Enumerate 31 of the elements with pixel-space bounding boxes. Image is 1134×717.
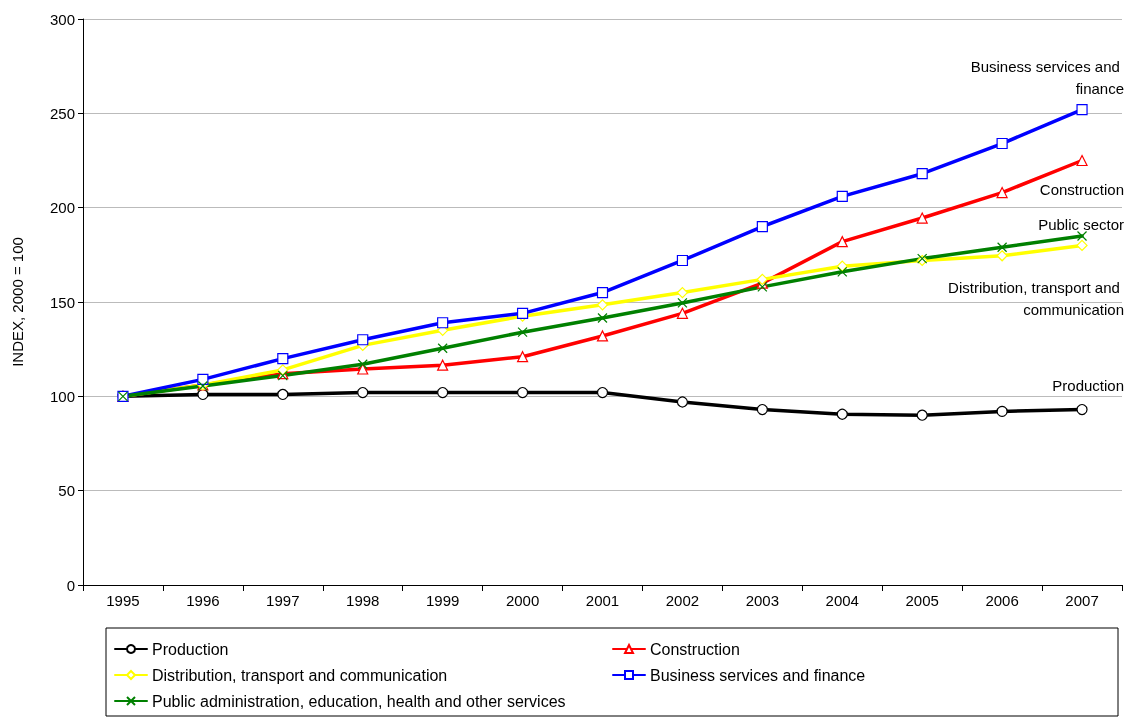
y-tick-label: 100 bbox=[49, 387, 75, 405]
y-tick-label: 200 bbox=[49, 199, 75, 217]
x-tick-label: 2007 bbox=[1065, 592, 1099, 609]
y-axis-title: INDEX, 2000 = 100 bbox=[9, 237, 26, 367]
x-tick-label: 2003 bbox=[745, 592, 780, 609]
x-tick-label: 1996 bbox=[186, 592, 220, 609]
y-tick-label: 250 bbox=[49, 104, 75, 122]
x-tick-label: 2006 bbox=[985, 592, 1019, 609]
annotation: Production bbox=[1052, 377, 1125, 395]
legend-label: Construction bbox=[650, 640, 740, 658]
legend-label: Distribution, transport and communication bbox=[152, 666, 448, 684]
legend-label: Production bbox=[152, 640, 229, 658]
annotation: Public sector bbox=[1038, 216, 1125, 234]
x-tick-label: 1997 bbox=[266, 592, 300, 609]
annotation: Distribution, transport and communication bbox=[948, 278, 1125, 318]
legend-label: Business services and finance bbox=[650, 666, 866, 684]
annotation: Business services and finance bbox=[970, 58, 1125, 98]
x-tick-label: 2005 bbox=[905, 592, 939, 609]
x-tick-label: 1998 bbox=[346, 592, 380, 609]
x-tick-label: 1999 bbox=[425, 592, 460, 609]
y-tick-label: 50 bbox=[58, 482, 75, 500]
y-tick-label: 150 bbox=[49, 293, 75, 311]
y-tick-label: 0 bbox=[66, 576, 75, 594]
legend-label: Public administration, education, health and other services bbox=[152, 692, 566, 710]
x-tick-label: 1995 bbox=[106, 592, 140, 609]
x-tick-label: 2001 bbox=[585, 592, 620, 609]
x-tick-label: 2000 bbox=[505, 592, 540, 609]
y-tick-label: 300 bbox=[49, 10, 75, 28]
annotation: Construction bbox=[1039, 181, 1125, 198]
x-tick-label: 2002 bbox=[665, 592, 700, 609]
x-tick-label: 2004 bbox=[825, 592, 859, 609]
